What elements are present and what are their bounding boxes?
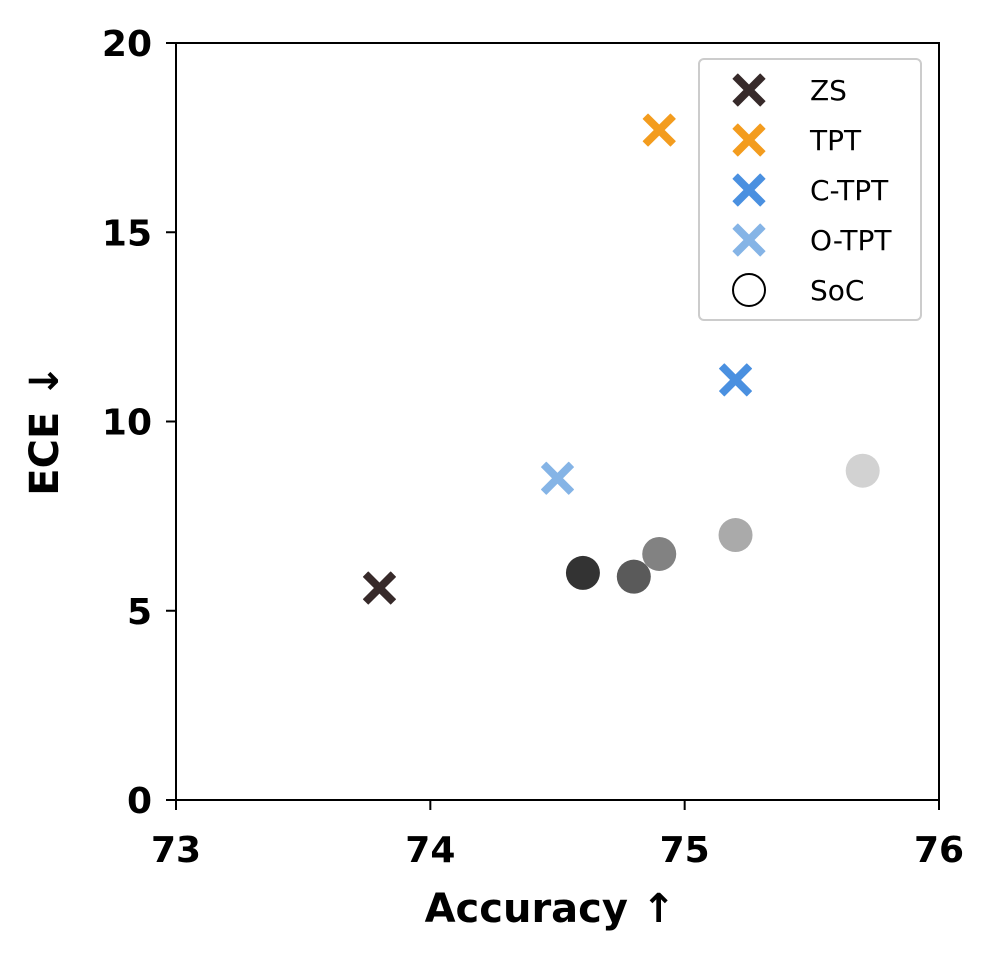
data-point-zs xyxy=(362,571,396,605)
x-axis-label: Accuracy ↑ xyxy=(425,886,676,932)
y-tick-label: 5 xyxy=(127,592,152,633)
data-point-soc xyxy=(642,536,677,571)
y-tick-label: 10 xyxy=(102,403,152,444)
data-point-soc xyxy=(718,518,753,553)
legend-marker-soc xyxy=(732,273,766,307)
axis-ticks: 73 74 75 76 0 5 10 15 20 xyxy=(102,24,964,871)
data-point-soc xyxy=(616,559,651,594)
x-tick-label: 73 xyxy=(151,830,201,871)
legend-box xyxy=(698,58,922,321)
points-layer xyxy=(362,113,880,605)
legend-label-zs: ZS xyxy=(810,74,847,107)
y-tick-label: 15 xyxy=(102,213,152,254)
legend-label-soc: SoC xyxy=(810,274,864,307)
legend-label-o-tpt: O-TPT xyxy=(810,224,892,257)
data-point-c-tpt xyxy=(719,363,753,397)
data-point-o-tpt xyxy=(541,461,574,495)
legend-label-c-tpt: C-TPT xyxy=(810,174,889,207)
x-tick-label: 75 xyxy=(660,830,710,871)
legend-marker-zs xyxy=(732,73,766,107)
legend-marker-tpt xyxy=(732,123,766,157)
x-tick-label: 74 xyxy=(405,830,455,871)
legend-marker-c-tpt xyxy=(732,173,766,207)
y-axis-label: ECE ↓ xyxy=(22,364,68,495)
data-point-soc xyxy=(565,555,600,590)
x-tick-label: 76 xyxy=(914,830,964,871)
data-point-tpt xyxy=(642,113,676,147)
y-tick-label: 20 xyxy=(102,24,152,65)
legend-label-tpt: TPT xyxy=(809,124,862,157)
y-tick-label: 0 xyxy=(127,781,152,822)
legend-marker-o-tpt xyxy=(732,223,766,257)
data-point-soc xyxy=(845,453,880,488)
legend: ZS TPT C-TPT O-TPT SoC xyxy=(698,58,922,321)
